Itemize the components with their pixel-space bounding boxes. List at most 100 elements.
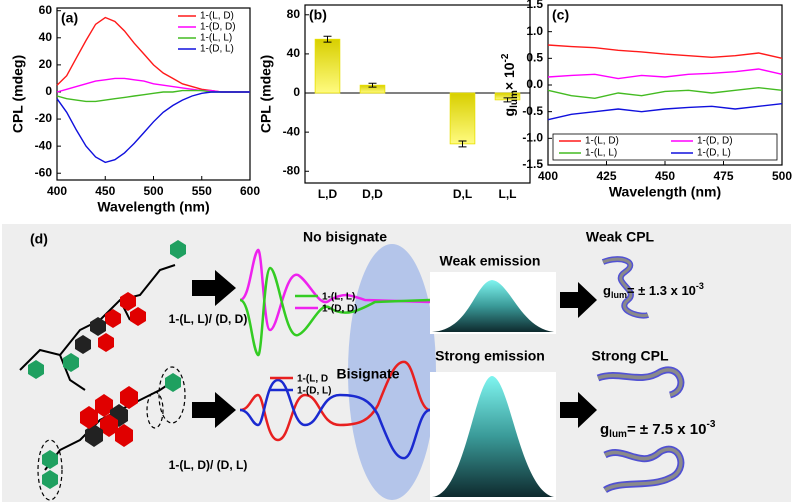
y-tick-label: 0 bbox=[45, 84, 52, 98]
y-tick-label: 80 bbox=[287, 7, 301, 21]
y-axis-label-part: lum bbox=[509, 90, 520, 108]
x-tick-label: 600 bbox=[240, 184, 260, 198]
legend-label: 1-(L, L) bbox=[322, 292, 355, 303]
heading: Strong CPL bbox=[592, 348, 669, 364]
y-tick-label: 0.5 bbox=[526, 51, 543, 65]
trace-blue bbox=[239, 378, 431, 460]
molecule-bottom-rings bbox=[42, 373, 181, 489]
legend-label: 1-(D, D) bbox=[322, 304, 358, 315]
glum-text: glum= ± 1.3 x 10-3 bbox=[603, 281, 704, 300]
x-axis-label: Wavelength (nm) bbox=[97, 199, 209, 215]
x-tick-label: 550 bbox=[192, 184, 212, 198]
y-tick-label: -80 bbox=[283, 163, 301, 177]
panel-title: (b) bbox=[309, 7, 327, 23]
coil-weak-inner bbox=[602, 257, 649, 318]
y-tick-label: 40 bbox=[39, 30, 53, 44]
glum-exp: -3 bbox=[707, 419, 716, 430]
y-tick-label: -40 bbox=[283, 124, 301, 138]
series-line bbox=[547, 86, 783, 100]
trace-magenta bbox=[239, 248, 431, 332]
panel-title: (c) bbox=[552, 7, 569, 23]
panel-title: (a) bbox=[61, 10, 78, 26]
y-tick-label: 0 bbox=[293, 85, 300, 99]
x-tick-label: 400 bbox=[47, 184, 67, 198]
legend-label: 1-(L, D) bbox=[585, 136, 619, 147]
heading: Weak CPL bbox=[586, 229, 655, 245]
legend-label: 1-(L, L) bbox=[200, 33, 232, 44]
x-tick-label: L,L bbox=[499, 187, 517, 201]
legend-label: 1-(L, L) bbox=[585, 148, 617, 159]
glum-sub: lum bbox=[611, 290, 627, 300]
y-axis-label: CPL (mdeg) bbox=[258, 55, 274, 133]
legend-label: 1-(D, L) bbox=[697, 148, 731, 159]
x-tick-label: 500 bbox=[143, 184, 163, 198]
series-line bbox=[56, 91, 250, 164]
error-bar bbox=[323, 35, 332, 43]
bar bbox=[449, 92, 476, 145]
y-tick-label: 40 bbox=[287, 46, 301, 60]
emission-strong bbox=[432, 376, 554, 497]
panel-label: (d) bbox=[30, 231, 48, 247]
y-axis-label: CPL (mdeg) bbox=[10, 55, 26, 133]
y-tick-label: 60 bbox=[39, 3, 53, 17]
y-tick-label: -0.5 bbox=[522, 104, 543, 118]
y-tick-label: 0.0 bbox=[526, 77, 543, 91]
y-tick-label: 1.0 bbox=[526, 24, 543, 38]
sample-label: 1-(L, D)/ (D, L) bbox=[169, 458, 248, 472]
glum-value: = ± 7.5 x 10 bbox=[627, 421, 707, 438]
x-tick-label: 475 bbox=[713, 169, 733, 183]
x-tick-label: 450 bbox=[95, 184, 115, 198]
heading: Strong emission bbox=[435, 348, 545, 364]
legend-label: 1-(D, L) bbox=[297, 386, 331, 397]
heading: Weak emission bbox=[440, 253, 541, 269]
legend-box bbox=[552, 133, 778, 161]
legend-label: 1-(D, L) bbox=[200, 44, 234, 55]
glum-g: g bbox=[600, 421, 609, 438]
series-line bbox=[547, 44, 783, 59]
molecule-top-rings bbox=[28, 240, 186, 379]
y-tick-label: -1.5 bbox=[522, 157, 543, 171]
glum-exp: -3 bbox=[696, 281, 704, 291]
y-tick-label: -1.0 bbox=[522, 131, 543, 145]
bar bbox=[314, 38, 341, 94]
sample-label: 1-(L, L)/ (D, D) bbox=[169, 312, 248, 326]
y-tick-label: -60 bbox=[35, 165, 53, 179]
x-tick-label: 425 bbox=[596, 169, 616, 183]
error-bar bbox=[458, 140, 467, 148]
emission-weak bbox=[432, 280, 554, 332]
legend-label: 1-(D, D) bbox=[200, 22, 236, 33]
heading: No bisignate bbox=[303, 229, 387, 245]
y-axis-label-part: g bbox=[501, 108, 517, 117]
y-axis-label: glum× 10-2 bbox=[500, 53, 520, 116]
y-tick-label: -40 bbox=[35, 138, 53, 152]
coil-strong-inner bbox=[597, 368, 683, 492]
y-axis-label-part: -2 bbox=[500, 53, 511, 62]
series-line bbox=[547, 68, 783, 80]
heading: Bisignate bbox=[336, 366, 399, 382]
plot-frame bbox=[304, 4, 531, 184]
x-tick-label: D,D bbox=[362, 187, 383, 201]
arrow bbox=[560, 282, 597, 318]
y-tick-label: -20 bbox=[35, 111, 53, 125]
error-bar bbox=[368, 82, 377, 88]
series-line bbox=[56, 77, 250, 93]
x-tick-label: 450 bbox=[655, 169, 675, 183]
arrow bbox=[192, 270, 236, 306]
x-tick-label: 500 bbox=[772, 169, 792, 183]
arrow bbox=[560, 392, 597, 428]
glum-sub: lum bbox=[609, 429, 627, 440]
y-axis-label-part: × 10 bbox=[501, 62, 517, 90]
glum-text: glum= ± 7.5 x 10-3 bbox=[600, 419, 716, 440]
y-tick-label: 1.5 bbox=[526, 0, 543, 11]
y-tick-label: 20 bbox=[39, 57, 53, 71]
x-tick-label: L,D bbox=[318, 187, 338, 201]
x-tick-label: 400 bbox=[538, 169, 558, 183]
legend-label: 1-(L, D) bbox=[200, 11, 234, 22]
panel-d: (d) No bisignate Weak emission Weak CPL … bbox=[2, 224, 791, 502]
glum-value: = ± 1.3 x 10 bbox=[627, 283, 696, 298]
x-axis-label: Wavelength (nm) bbox=[609, 184, 721, 200]
legend-label: 1-(L, D bbox=[297, 374, 328, 385]
arrow bbox=[192, 392, 236, 428]
